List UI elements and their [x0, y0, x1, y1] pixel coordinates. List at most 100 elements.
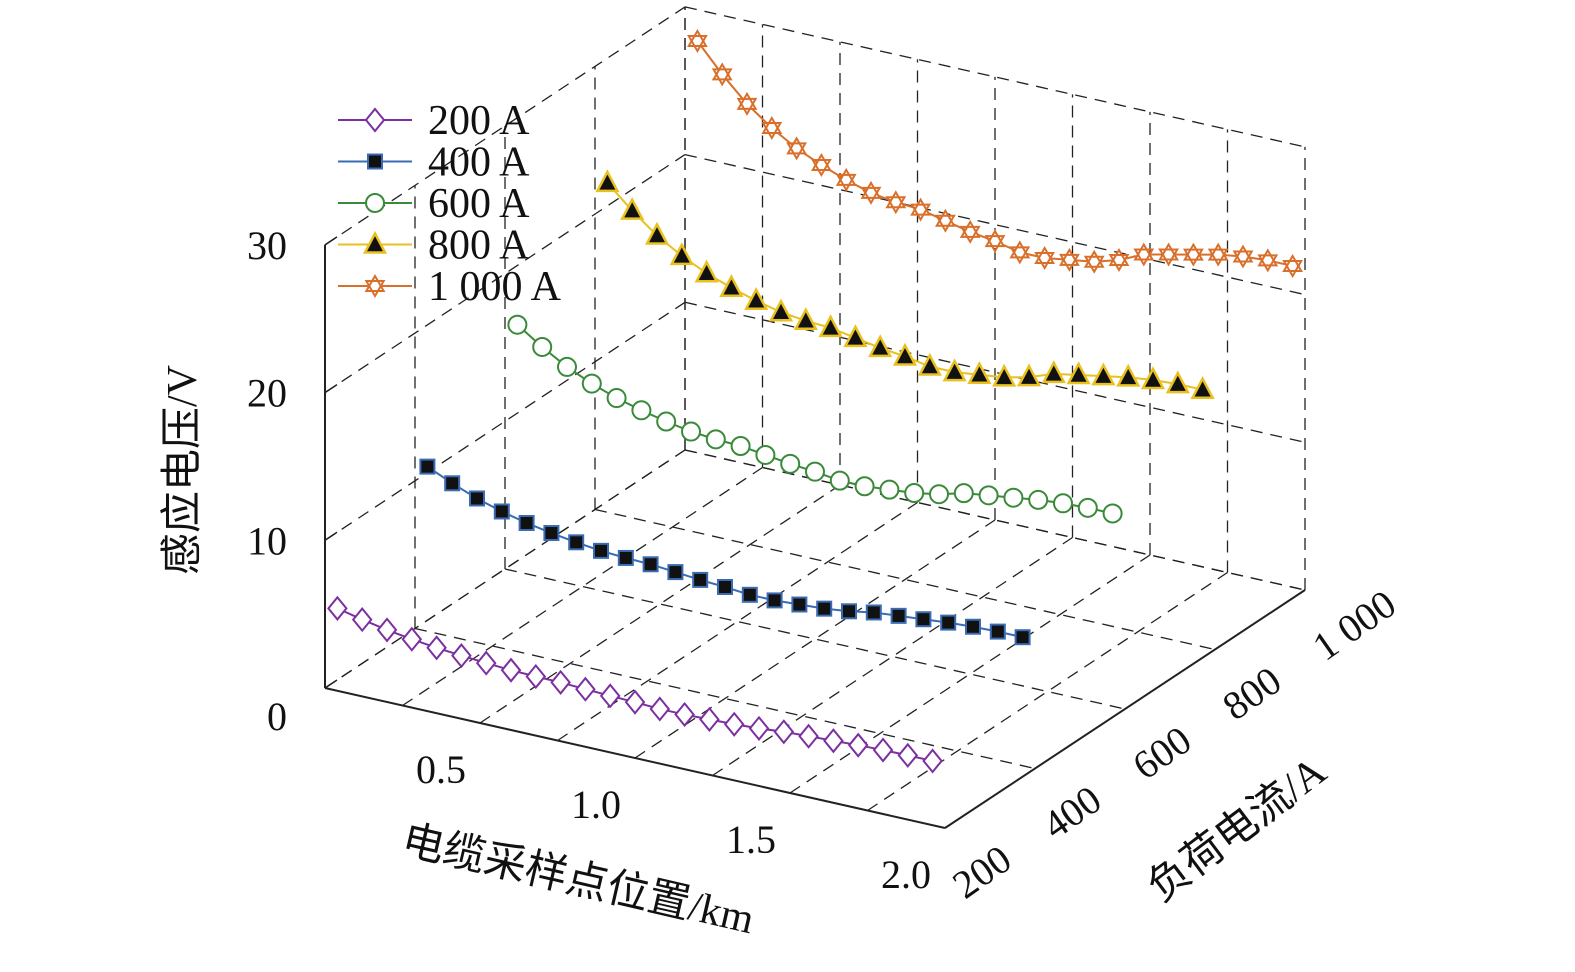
gridline-left-horizontal — [324, 301, 686, 541]
data-point — [426, 635, 447, 661]
series-400A — [419, 458, 1031, 646]
legend-label: 800 A — [428, 223, 530, 269]
gridline-floor-y — [867, 571, 1228, 812]
legend-item: 400 A — [338, 140, 530, 186]
series-group — [327, 29, 1303, 774]
series-600A — [507, 314, 1123, 524]
data-point — [1102, 503, 1123, 524]
data-point — [773, 719, 795, 745]
data-point — [557, 356, 577, 377]
gridline-floor-y — [634, 519, 996, 759]
data-point — [1257, 248, 1279, 273]
hexagram-triangle-down — [910, 203, 931, 222]
data-point — [755, 444, 776, 465]
data-point — [940, 614, 957, 631]
gridline-floor-y — [402, 466, 763, 707]
data-point — [1028, 489, 1049, 510]
legend-marker — [364, 273, 386, 299]
hexagram-triangle-down — [711, 68, 733, 87]
series-200A — [327, 595, 943, 774]
data-point — [1140, 366, 1166, 390]
data-point — [723, 711, 745, 737]
data-point — [967, 361, 992, 384]
gridline-floor-y — [557, 501, 918, 742]
data-point — [816, 600, 833, 617]
hexagram-triangle-down — [1108, 253, 1130, 272]
data-point — [1207, 242, 1229, 267]
data-point — [1077, 497, 1098, 518]
data-point — [959, 219, 981, 244]
hexagram-triangle-down — [1257, 254, 1279, 273]
data-point — [595, 169, 620, 193]
data-point — [687, 29, 708, 54]
data-point — [656, 411, 677, 432]
data-point — [805, 461, 825, 482]
gridline-floor-x — [504, 568, 1126, 710]
data-point — [768, 298, 794, 322]
data-point — [617, 549, 634, 566]
legend-label: 400 A — [428, 140, 530, 186]
x-tick-label: 1.0 — [571, 782, 621, 827]
legend-label: 200 A — [428, 98, 530, 144]
data-point — [917, 352, 942, 376]
axes — [324, 236, 1306, 829]
data-point — [1053, 493, 1073, 514]
data-point — [649, 696, 671, 722]
hexagram-triangle-down — [1083, 255, 1105, 274]
x-axis — [324, 687, 946, 829]
data-point — [942, 358, 967, 382]
data-point — [532, 336, 553, 357]
data-point — [1190, 376, 1215, 399]
y-tick-label: 200 — [944, 836, 1019, 907]
data-point — [872, 737, 894, 763]
data-point — [475, 650, 497, 676]
data-point — [581, 373, 602, 394]
hexagram-triangle-down — [959, 225, 981, 244]
data-point — [451, 643, 472, 669]
data-point — [748, 715, 770, 741]
data-point — [543, 525, 560, 542]
data-point — [717, 578, 733, 595]
data-point — [847, 732, 869, 758]
data-point — [984, 229, 1006, 254]
data-point — [681, 421, 701, 442]
gridline-back-horizontal — [684, 6, 1306, 148]
data-point — [793, 307, 818, 331]
data-point — [989, 623, 1006, 640]
z-tick-label: 0 — [267, 694, 287, 739]
series-800A — [595, 169, 1215, 399]
data-point — [518, 514, 535, 531]
data-point — [711, 62, 733, 87]
gridline-left-horizontal — [324, 154, 686, 394]
data-point — [493, 503, 510, 520]
data-point — [575, 676, 596, 702]
data-point — [910, 197, 931, 222]
hexagram-triangle-down — [1282, 259, 1303, 278]
data-point — [699, 706, 720, 732]
hexagram-triangle-down — [1059, 253, 1080, 272]
data-point — [1014, 629, 1031, 646]
data-point — [631, 400, 652, 421]
x-tick-label: 2.0 — [881, 852, 931, 897]
hexagram-triangle-down — [1232, 250, 1254, 269]
legend-marker — [365, 193, 385, 213]
data-point — [935, 208, 956, 233]
gridline-back-horizontal — [684, 301, 1306, 443]
data-point — [593, 542, 609, 559]
z-tick-label: 10 — [247, 518, 287, 563]
hexagram-triangle-down — [984, 235, 1006, 254]
data-point — [879, 479, 900, 500]
data-point — [1232, 244, 1254, 269]
legend-marker — [362, 230, 388, 254]
data-point — [730, 435, 751, 456]
data-point — [1183, 242, 1204, 267]
data-point — [351, 607, 373, 633]
data-point — [744, 287, 769, 310]
data-point — [904, 483, 925, 504]
legend-item: 1 000 A — [338, 264, 562, 310]
data-point — [550, 669, 571, 695]
legend-item: 200 A — [338, 98, 530, 144]
data-point — [829, 470, 850, 491]
data-point — [507, 314, 528, 335]
